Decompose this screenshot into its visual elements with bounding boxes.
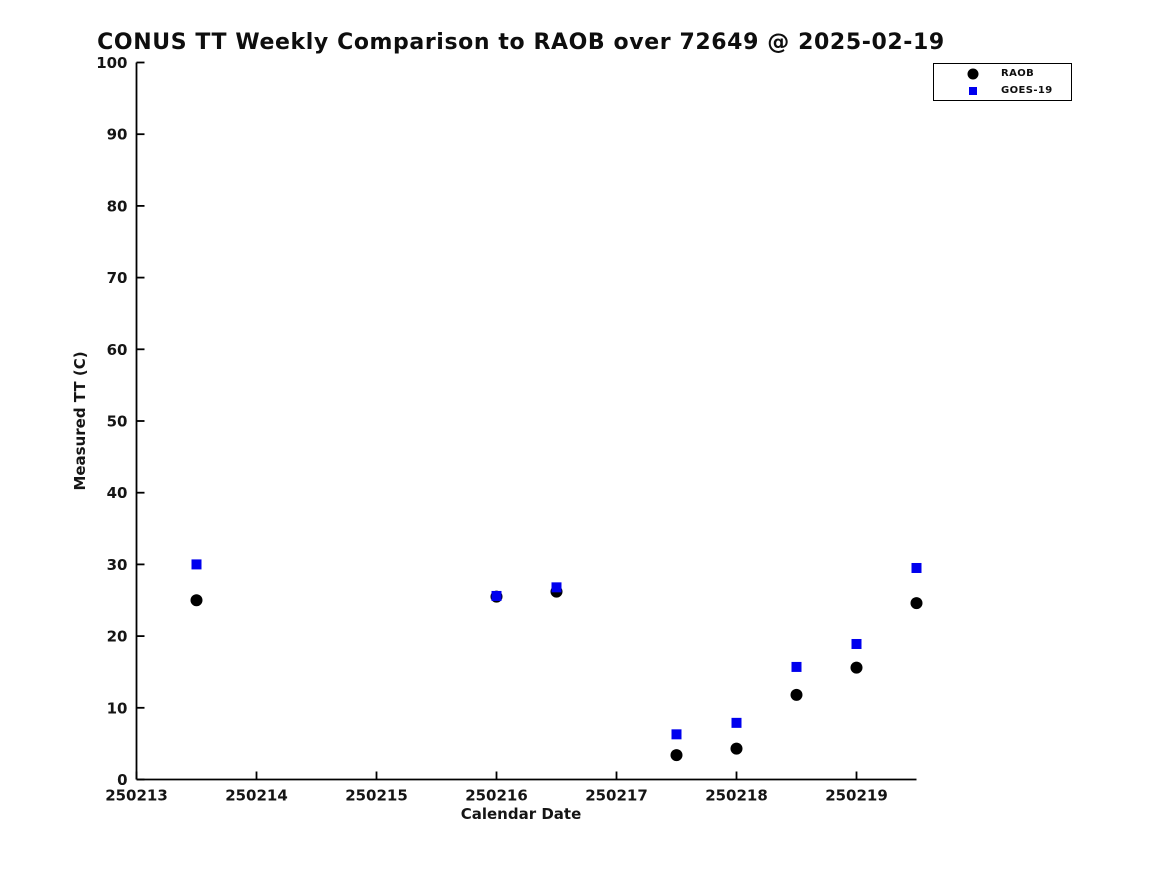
legend-label-goes19: GOES-19 (1001, 85, 1053, 96)
svg-text:90: 90 (107, 126, 128, 144)
svg-text:100: 100 (96, 54, 127, 72)
legend-item-raob: RAOB (934, 65, 1071, 82)
raob-circle-icon (961, 67, 985, 81)
svg-text:50: 50 (107, 413, 128, 431)
data-point (671, 729, 682, 740)
series-raob (190, 585, 923, 762)
goes19-square-icon (961, 84, 985, 98)
legend-item-goes19: GOES-19 (934, 82, 1071, 99)
data-point (791, 661, 802, 672)
raob-circle-icon (967, 68, 979, 79)
data-point (191, 559, 202, 570)
svg-text:40: 40 (107, 484, 128, 502)
svg-text:30: 30 (107, 556, 128, 574)
y-axis-label: Measured TT (C) (71, 351, 89, 491)
data-point (731, 717, 742, 728)
data-point (790, 688, 803, 701)
data-point (851, 638, 862, 649)
svg-text:60: 60 (107, 341, 128, 359)
svg-text:70: 70 (107, 269, 128, 287)
svg-text:80: 80 (107, 197, 128, 215)
chart-title: CONUS TT Weekly Comparison to RAOB over … (97, 30, 945, 55)
data-point (491, 590, 502, 601)
series-goes-19 (191, 559, 922, 740)
svg-text:250218: 250218 (705, 787, 768, 805)
svg-text:250215: 250215 (345, 787, 408, 805)
svg-text:250213: 250213 (105, 787, 168, 805)
data-point (730, 742, 743, 755)
legend: RAOB GOES-19 (933, 63, 1072, 101)
axes (135, 61, 917, 781)
data-point (670, 749, 683, 762)
goes19-square-icon (969, 86, 977, 95)
data-point (551, 582, 562, 593)
x-tick-labels: 250213 250214 250215 250216 250217 250218 2502… (105, 787, 888, 805)
svg-text:10: 10 (107, 699, 128, 717)
svg-text:250214: 250214 (225, 787, 288, 805)
legend-label-raob: RAOB (1001, 68, 1035, 79)
data-point (850, 661, 863, 674)
svg-text:20: 20 (107, 628, 128, 646)
data-point (910, 597, 923, 610)
y-tick-labels: 0 10 20 30 40 50 60 70 80 90 100 (96, 54, 127, 789)
svg-text:250219: 250219 (825, 787, 888, 805)
svg-text:250216: 250216 (465, 787, 528, 805)
data-point (911, 562, 922, 573)
x-axis-label: Calendar Date (460, 805, 582, 823)
svg-text:250217: 250217 (585, 787, 648, 805)
data-point (190, 594, 203, 607)
svg-text:0: 0 (117, 771, 127, 789)
